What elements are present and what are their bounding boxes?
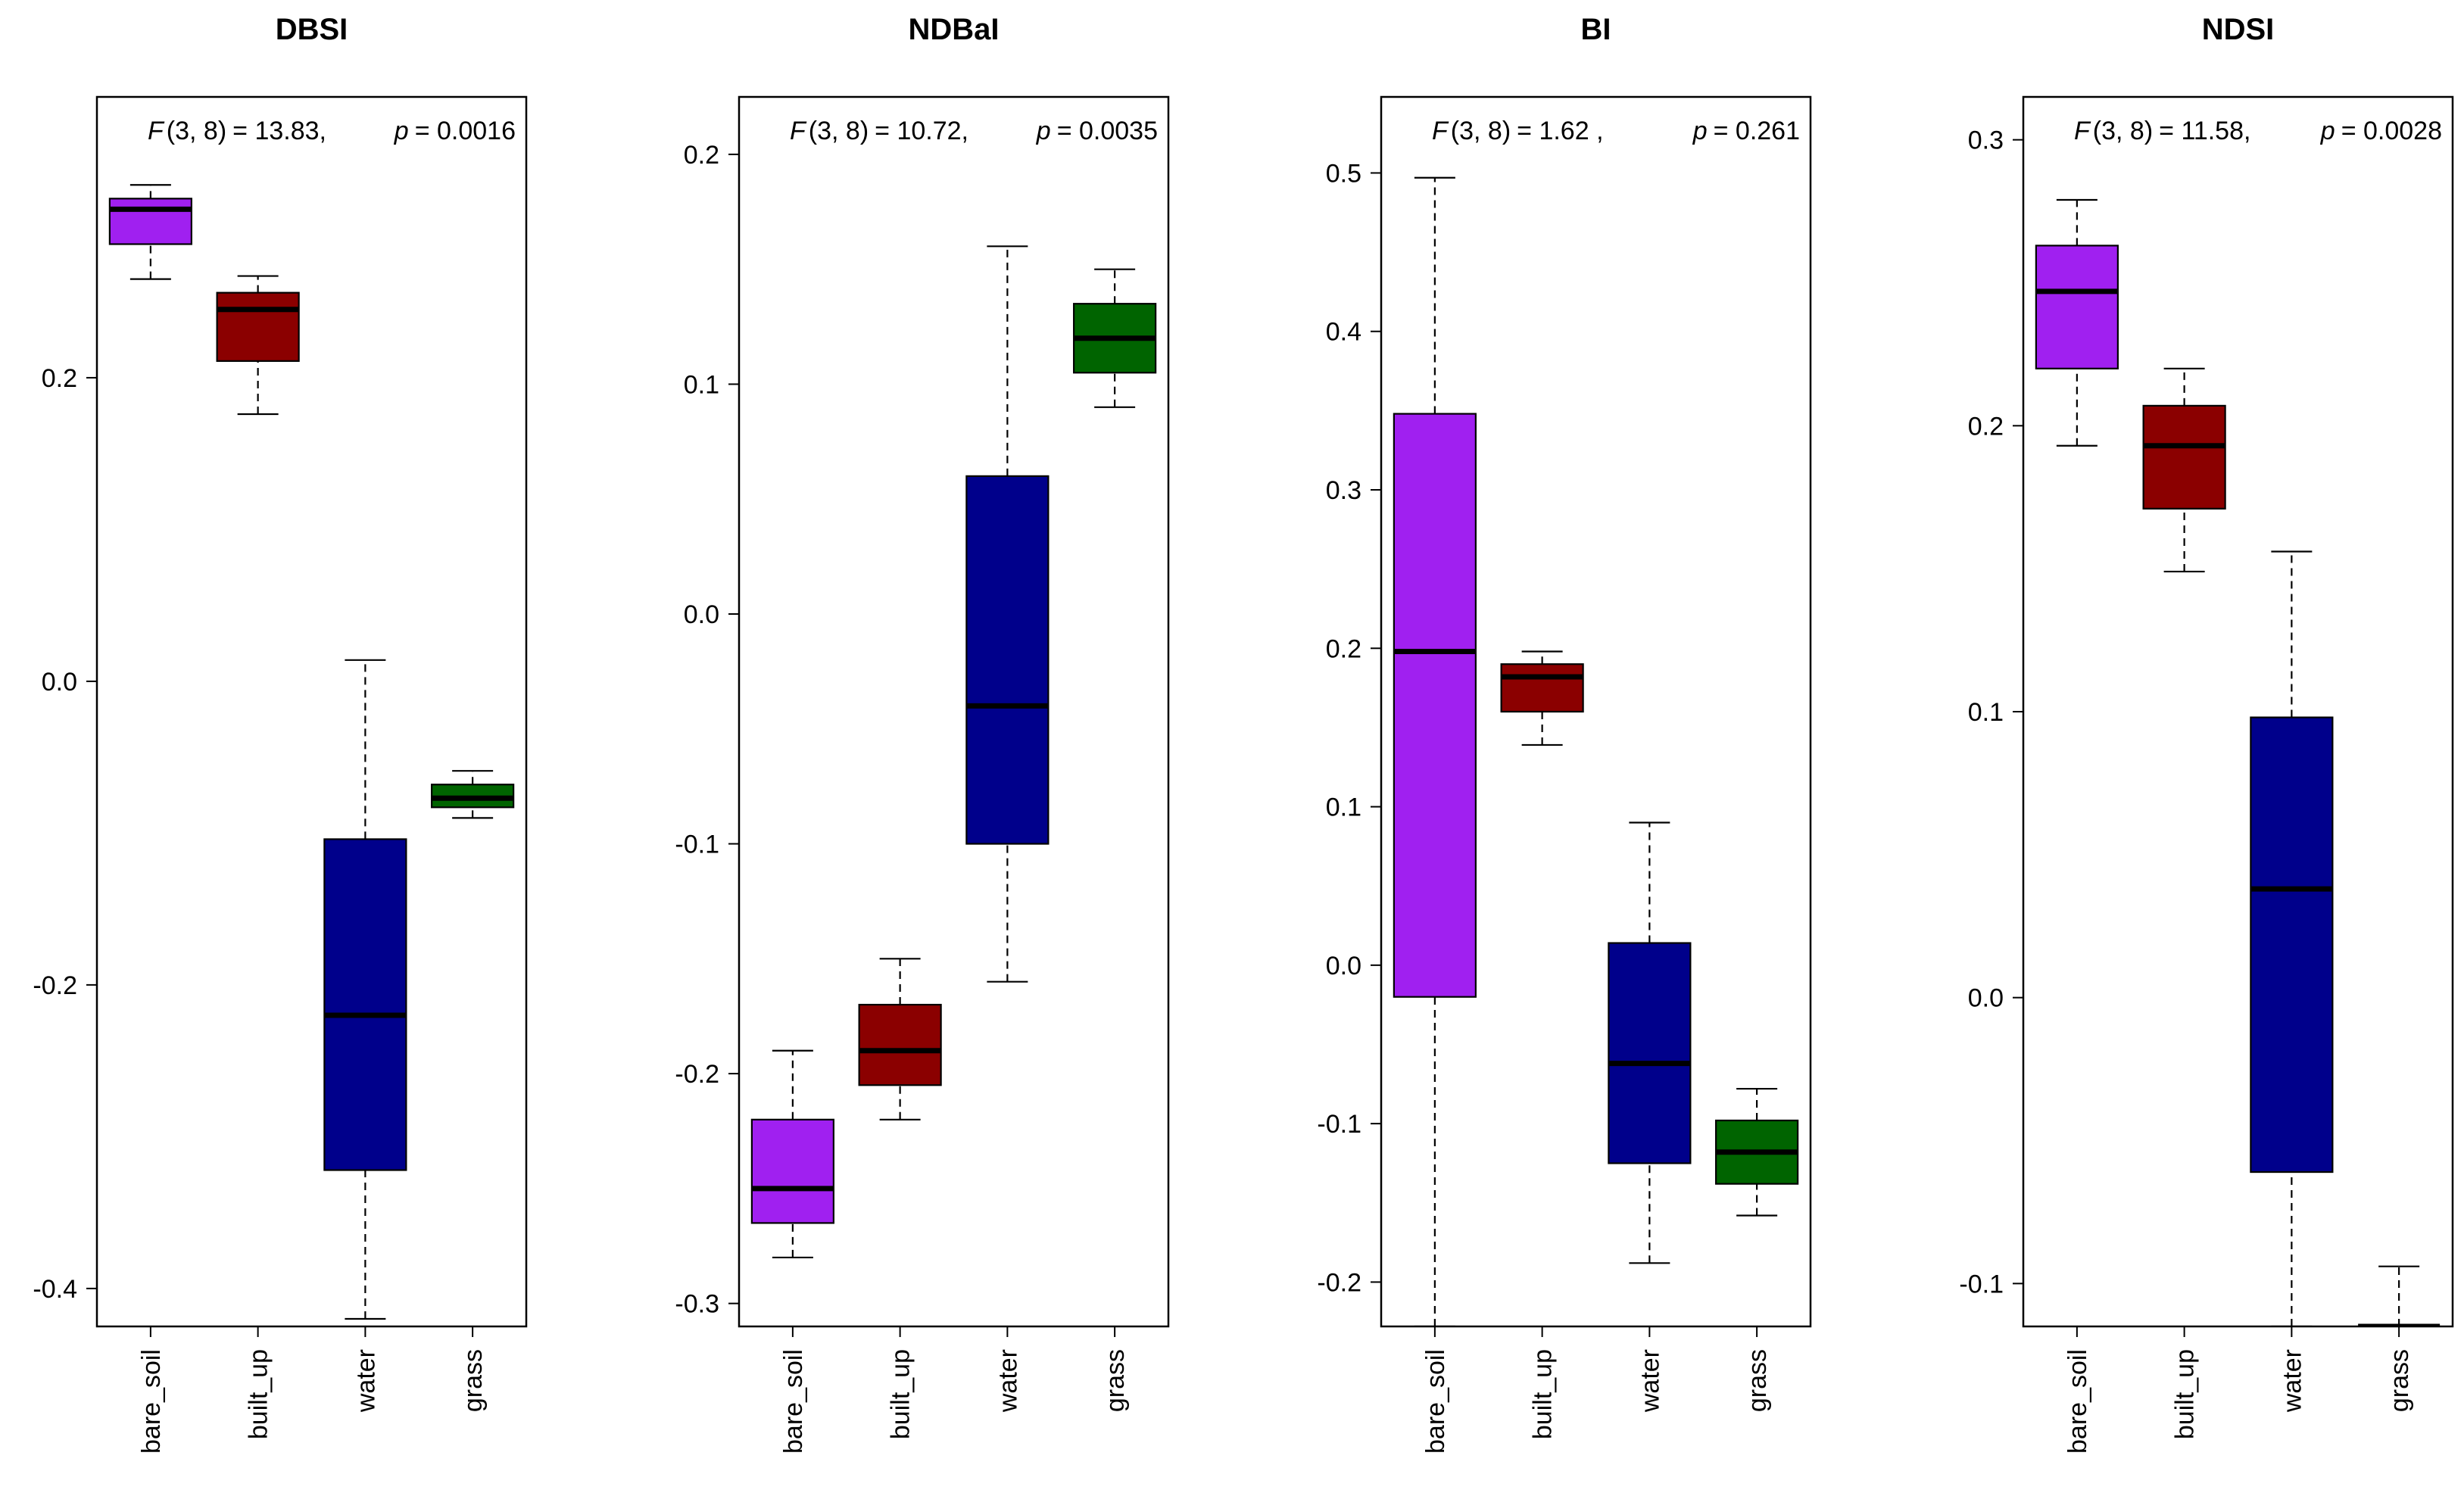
panel-ndbai: NDBaI 0.2 0.1 0.0 -0.1 -0.2 -0.3 bare_soil built… — [675, 13, 1170, 1454]
x-tick-label-built-up: built_up — [245, 1349, 273, 1439]
box-built-up — [858, 958, 942, 1121]
box-bare-soil — [2035, 198, 2119, 447]
x-tick-label-grass: grass — [2385, 1349, 2414, 1412]
x-tick-label-built-up: built_up — [2171, 1349, 2200, 1439]
box-bare-soil — [108, 184, 192, 280]
panel-bi: BI 0.5 0.4 0.3 0.2 0.1 0.0 -0.1 -0.2 bare_soil bui… — [1317, 13, 1812, 1454]
iqr-box — [750, 1118, 834, 1224]
y-tick-label: 0.2 — [1326, 634, 1361, 663]
iqr-box — [2250, 716, 2334, 1174]
x-tick-label-bare-soil: bare_soil — [137, 1349, 166, 1454]
y-tick-label: -0.2 — [675, 1060, 719, 1089]
f-statistic: F (3, 8) = 1.62 , — [1432, 117, 1604, 145]
plot-frame — [2022, 95, 2454, 1328]
iqr-box — [323, 838, 407, 1171]
y-tick-label: 0.2 — [42, 364, 77, 393]
y-tick-label: -0.2 — [1317, 1268, 1361, 1297]
box-built-up — [216, 275, 300, 416]
f-statistic: F (3, 8) = 13.83, — [148, 117, 326, 145]
y-tick-label: 0.1 — [1326, 793, 1361, 822]
panel-title: DBSI — [276, 13, 348, 46]
panel-ndsi: NDSI 0.3 0.2 0.1 0.0 -0.1 bare_soil built_up wat… — [1959, 13, 2454, 1454]
iqr-box — [2035, 245, 2119, 369]
y-tick-label: -0.4 — [33, 1275, 77, 1304]
y-tick-label: 0.0 — [1326, 952, 1361, 980]
f-statistic: F (3, 8) = 11.58, — [2074, 117, 2250, 145]
panel-title: NDBaI — [908, 13, 999, 46]
panel-title: NDSI — [2202, 13, 2275, 46]
y-tick-label: 0.0 — [1968, 984, 2004, 1013]
y-tick-label: 0.0 — [42, 668, 77, 697]
iqr-box — [965, 475, 1050, 845]
iqr-box — [108, 198, 192, 245]
p-value: p = 0.0035 — [1036, 117, 1158, 145]
plot-frame — [738, 95, 1170, 1328]
boxes — [750, 245, 1157, 1259]
iqr-box — [216, 291, 300, 362]
y-tick-label: -0.1 — [1959, 1270, 2004, 1298]
y-tick-label: 0.1 — [1968, 698, 2004, 727]
y-tick-label: 0.3 — [1968, 126, 2004, 155]
f-statistic: F (3, 8) = 10.72, — [790, 117, 968, 145]
box-built-up — [2142, 367, 2226, 573]
box-grass — [2358, 1265, 2441, 1326]
x-tick-label-bare-soil: bare_soil — [2063, 1349, 2092, 1454]
plot-frame — [95, 95, 528, 1328]
iqr-box — [1500, 663, 1584, 713]
iqr-box — [2142, 404, 2226, 510]
box-water — [2250, 550, 2334, 1326]
x-tick-label-water: water — [351, 1349, 380, 1413]
box-grass — [431, 770, 515, 819]
boxes — [2035, 198, 2441, 1326]
x-tick-label-bare-soil: bare_soil — [1421, 1349, 1450, 1454]
y-tick-label: 0.2 — [1968, 412, 2004, 441]
y-tick-label: -0.2 — [33, 971, 77, 1000]
plot-frame — [1380, 95, 1812, 1328]
box-bare-soil — [1393, 176, 1477, 1326]
x-tick-label-built-up: built_up — [887, 1349, 915, 1439]
box-grass — [1715, 1087, 1799, 1217]
y-tick-label: 0.0 — [684, 600, 719, 629]
x-tick-label-water: water — [1636, 1349, 1664, 1413]
y-tick-label: -0.3 — [675, 1290, 719, 1319]
boxes — [108, 184, 515, 1320]
panel-title: BI — [1581, 13, 1611, 46]
iqr-box — [1608, 942, 1692, 1164]
x-tick-label-water: water — [2278, 1349, 2306, 1413]
iqr-box — [858, 1003, 942, 1086]
y-tick-label: 0.5 — [1326, 159, 1361, 188]
y-tick-label: 0.3 — [1326, 476, 1361, 505]
box-grass — [1073, 268, 1157, 408]
iqr-box — [1393, 413, 1477, 998]
x-tick-label-bare-soil: bare_soil — [779, 1349, 808, 1454]
y-tick-label: 0.4 — [1326, 318, 1361, 347]
boxes — [1393, 176, 1799, 1326]
box-water — [323, 659, 407, 1320]
x-tick-label-water: water — [993, 1349, 1022, 1413]
y-tick-label: 0.2 — [684, 141, 719, 170]
y-tick-label: -0.1 — [675, 831, 719, 859]
x-tick-label-grass: grass — [1101, 1349, 1130, 1412]
p-value: p = 0.261 — [1692, 117, 1800, 145]
box-water — [965, 245, 1050, 983]
box-water — [1608, 821, 1692, 1264]
x-tick-label-built-up: built_up — [1529, 1349, 1558, 1439]
box-built-up — [1500, 650, 1584, 746]
box-bare-soil — [750, 1049, 834, 1259]
x-tick-label-grass: grass — [459, 1349, 488, 1412]
p-value: p = 0.0016 — [394, 117, 516, 145]
x-tick-label-grass: grass — [1743, 1349, 1772, 1412]
panel-dbsi: DBSI 0.2 0.0 -0.2 -0.4 bare_soil built_up water… — [33, 13, 528, 1454]
p-value: p = 0.0028 — [2320, 117, 2442, 145]
y-tick-label: -0.1 — [1317, 1110, 1361, 1139]
y-tick-label: 0.1 — [684, 370, 719, 399]
